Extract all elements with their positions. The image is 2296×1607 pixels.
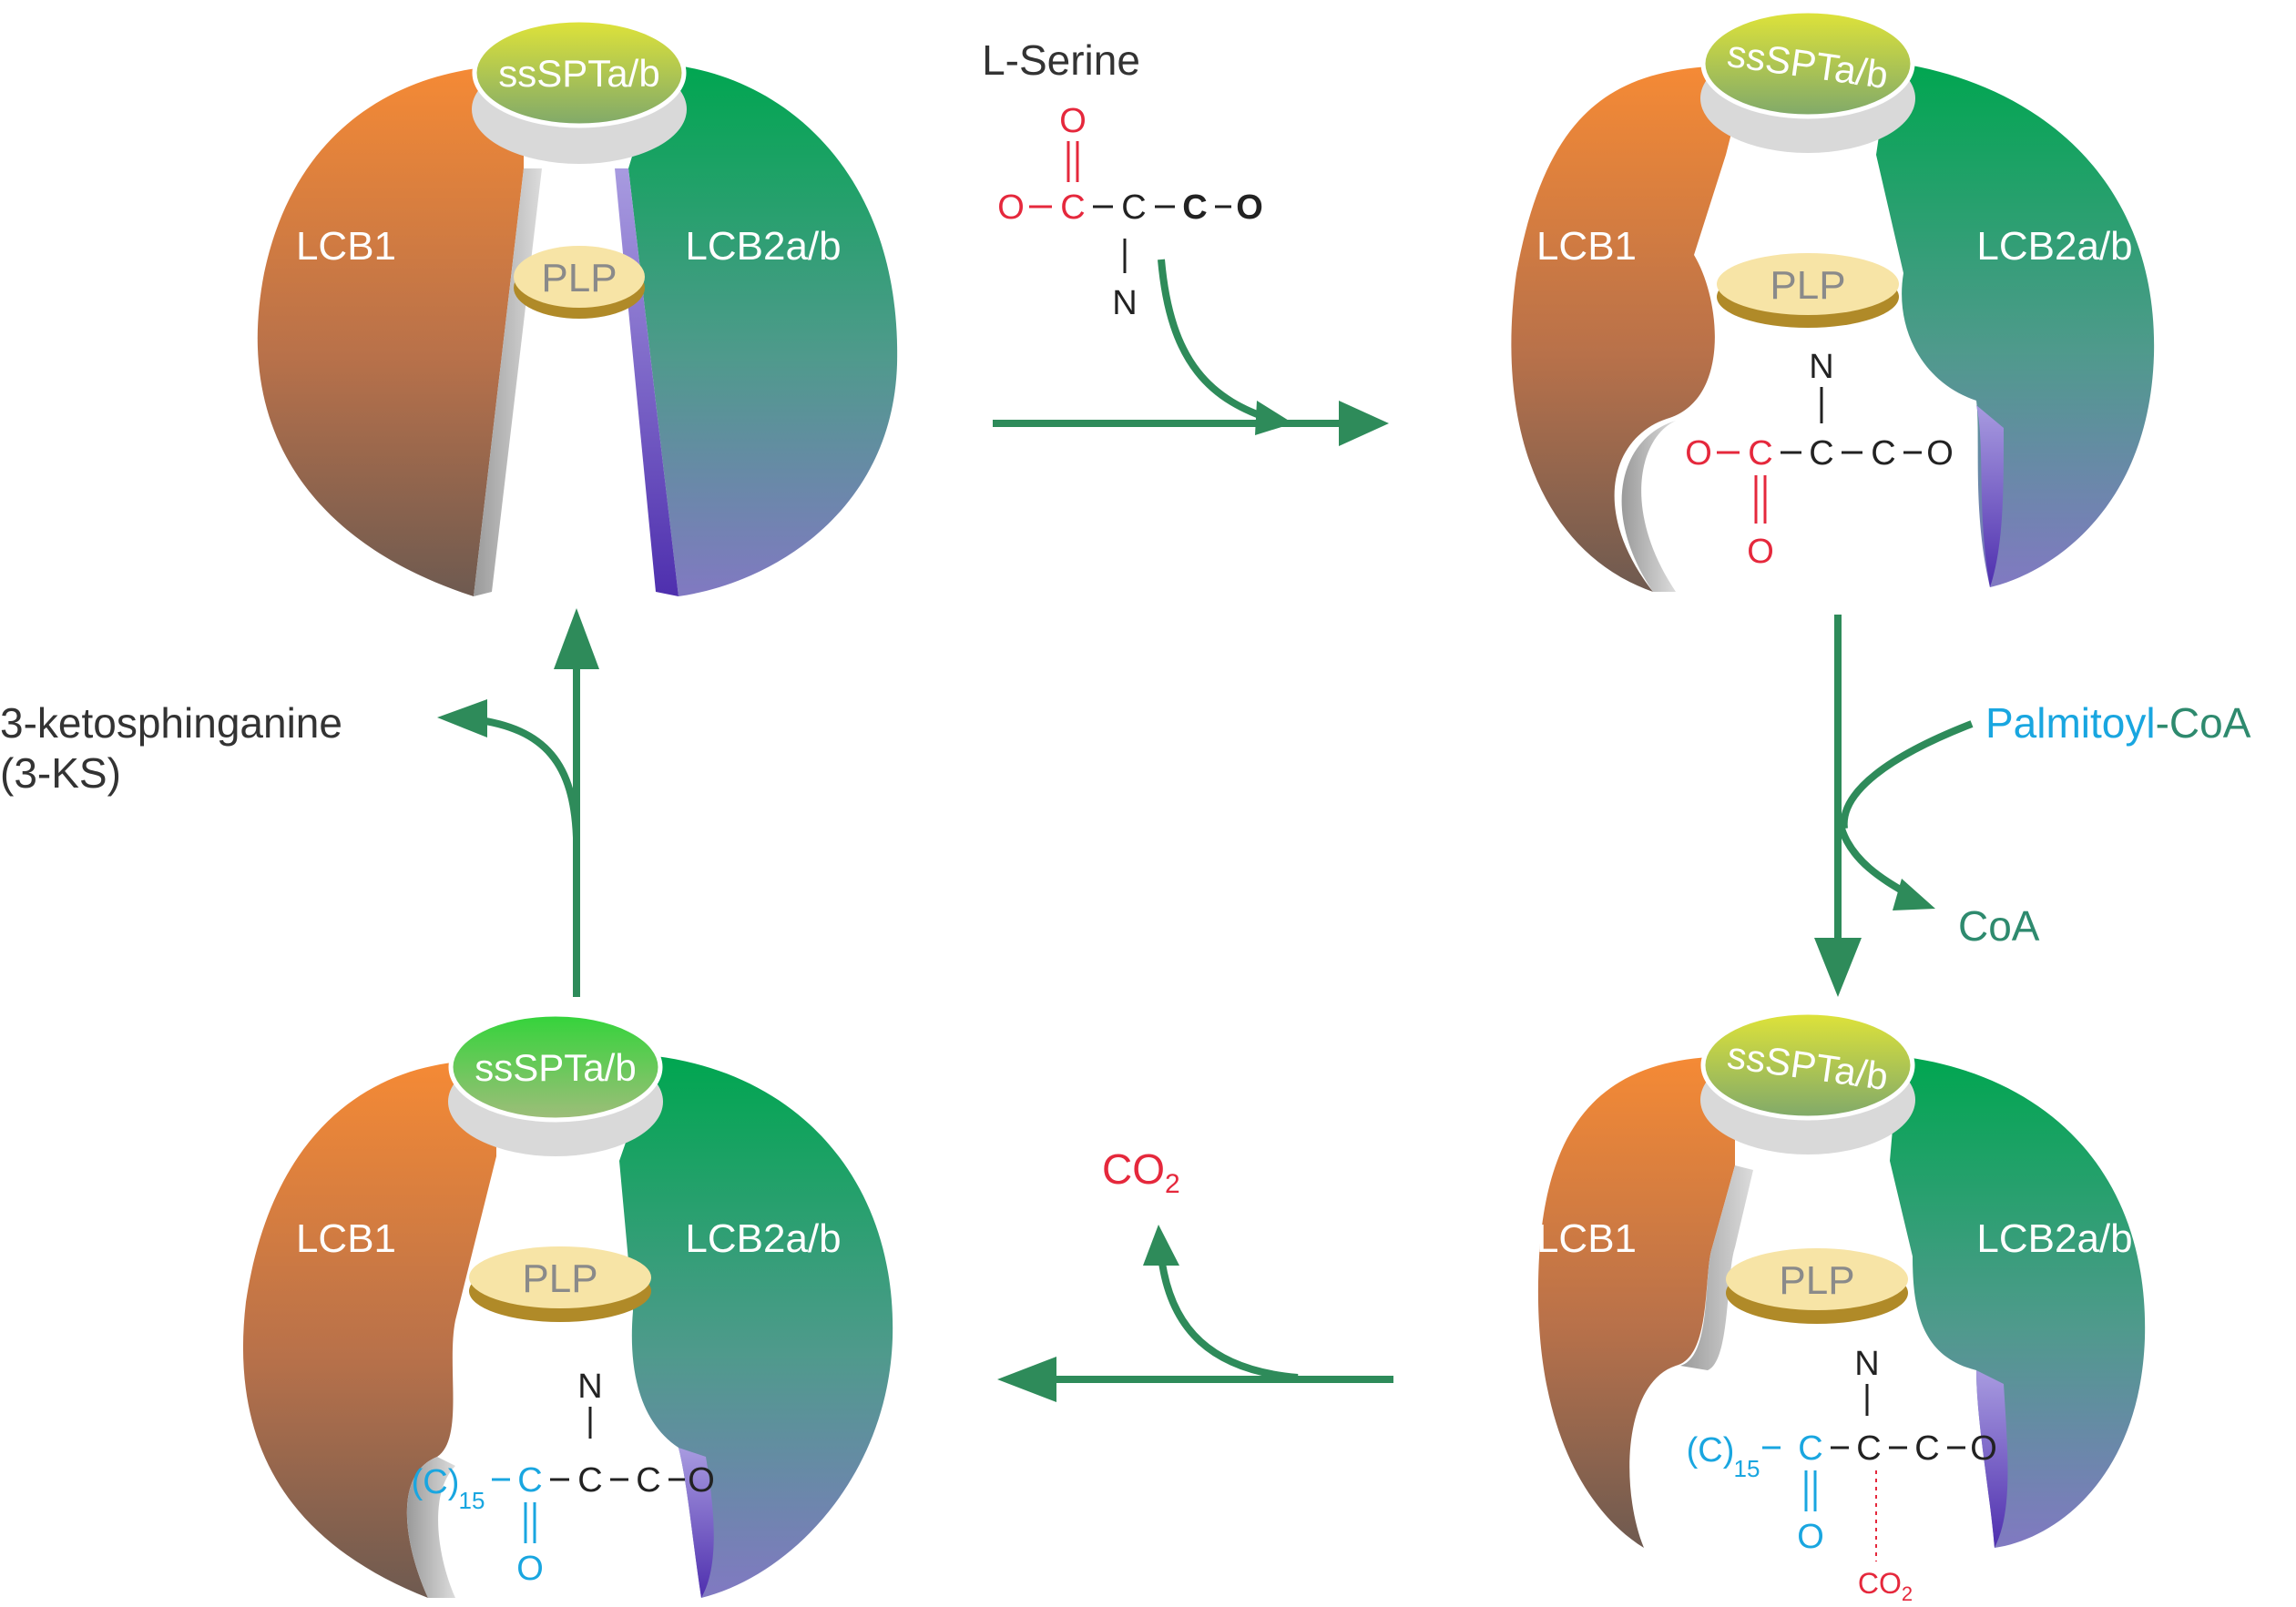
arrow-decarboxylation: CO2	[997, 1145, 1393, 1402]
lcb1-subunit	[1511, 65, 1749, 592]
l-serine-substrate: L-Serine O O C C C O N	[982, 36, 1263, 322]
atom-o-right: O	[1236, 188, 1263, 227]
atom-o-bottom: O	[516, 1550, 544, 1588]
lcb1-subunit	[1537, 1056, 1735, 1548]
enzyme-complex-intermediate: ssSPTa/b PLP LCB1 LCB2a/b N (C) 15 C C C…	[1536, 1010, 2146, 1605]
lcb2-cleft-wall	[1976, 405, 2004, 587]
lcb2-cleft-wall	[679, 1448, 714, 1598]
atom-o-right: O	[1970, 1429, 1997, 1468]
chain-c: (C)	[1687, 1431, 1735, 1470]
lcb1-subunit	[257, 65, 524, 596]
lcb1-label: LCB1	[1536, 1216, 1637, 1261]
co2-leaving: CO2	[1858, 1567, 1913, 1605]
atom-c-alpha: C	[1856, 1429, 1881, 1468]
lcb2-subunit	[1890, 1056, 2146, 1548]
chain-c: (C)	[412, 1463, 460, 1501]
atom-c-carboxyl: C	[636, 1461, 660, 1500]
atom-o-bottom: O	[1747, 533, 1774, 571]
ss-subunit	[472, 17, 687, 128]
lcb2-subunit	[1876, 62, 2155, 587]
atom-n: N	[577, 1368, 602, 1406]
atom-c3: C	[1871, 434, 1895, 473]
atom-o-right: O	[1926, 434, 1954, 473]
lcb1-label: LCB1	[296, 1216, 396, 1261]
3ks-label-line2: (3-KS)	[0, 749, 121, 797]
atom-o-top: O	[1059, 102, 1087, 140]
atom-c-keto: C	[517, 1461, 542, 1500]
atom-c-carboxyl: C	[1914, 1429, 1939, 1468]
atom-n: N	[1809, 348, 1833, 386]
plp-label: PLP	[541, 256, 617, 300]
plp-cofactor	[1717, 253, 1899, 315]
plp-label: PLP	[522, 1256, 597, 1301]
l-serine-label: L-Serine	[982, 36, 1140, 84]
plp-label: PLP	[1779, 1258, 1854, 1303]
ss-subunit	[448, 1012, 663, 1123]
coa-released-label: CoA	[1958, 902, 2040, 950]
ss-subunit	[1700, 8, 1915, 119]
intermediate-structure: N (C) 15 C C C O O CO2	[1687, 1345, 1997, 1605]
atom-c2: C	[1121, 188, 1146, 227]
plp-cofactor	[514, 246, 645, 308]
palmitoyl-coa-label: Palmitoyl-CoA	[1985, 699, 2251, 747]
lcb2-label: LCB2a/b	[685, 1216, 841, 1261]
lcb2-label: LCB2a/b	[1976, 1216, 2132, 1261]
ss-subunit	[1700, 1010, 1915, 1121]
lcb1-label: LCB1	[296, 224, 396, 269]
enzyme-complex-product: ssSPTa/b PLP LCB1 LCB2a/b N (C) 15 C C C…	[242, 1012, 893, 1598]
chain-subscript: 15	[1734, 1455, 1760, 1482]
lcb2-label: LCB2a/b	[1976, 224, 2132, 269]
bound-serine-structure: N O C C C O O	[1685, 348, 1954, 571]
3ks-label-line1: 3-ketosphinganine	[0, 699, 342, 747]
atom-o-right: O	[688, 1461, 715, 1500]
atom-c2: C	[1809, 434, 1833, 473]
atom-c1: C	[1748, 434, 1772, 473]
atom-n: N	[1112, 284, 1137, 322]
atom-c3: C	[1182, 188, 1207, 227]
co2-released-label: CO2	[1102, 1145, 1180, 1199]
product-structure: N (C) 15 C C C O O	[412, 1368, 715, 1588]
lcb1-cleft-wall	[406, 1457, 455, 1598]
lcb2-cleft-wall	[1976, 1370, 2008, 1548]
atom-o-left: O	[1685, 434, 1712, 473]
arrow-serine-binding	[993, 259, 1389, 446]
lcb1-cleft-wall	[1621, 421, 1676, 592]
enzyme-complex-empty: ssSPTa/b PLP LCB1 LCB2a/b	[257, 17, 898, 596]
atom-o-left: O	[997, 188, 1025, 227]
atom-o-bottom: O	[1797, 1518, 1824, 1556]
lcb2-label: LCB2a/b	[685, 224, 841, 269]
ss-label: ssSPTa/b	[498, 52, 659, 95]
plp-label: PLP	[1770, 263, 1845, 308]
plp-cofactor	[1726, 1248, 1908, 1310]
lcb2-subunit	[628, 64, 898, 596]
plp-cofactor	[469, 1246, 651, 1308]
atom-c-keto: C	[1798, 1429, 1822, 1468]
atom-n: N	[1854, 1345, 1879, 1383]
ss-label: ssSPTa/b	[475, 1046, 636, 1089]
lcb2-subunit	[619, 1056, 893, 1598]
lcb1-subunit	[242, 1060, 496, 1598]
atom-c-alpha: C	[577, 1461, 602, 1500]
arrow-product-release: 3-ketosphinganine (3-KS)	[0, 608, 599, 997]
chain-subscript: 15	[459, 1487, 485, 1514]
lcb1-cleft-wall	[1680, 1165, 1753, 1370]
arrow-palmitoyl-condensation: Palmitoyl-CoA CoA	[1814, 615, 2251, 997]
enzyme-complex-serine-bound: ssSPTa/b PLP LCB1 LCB2a/b N O C C C O O	[1511, 8, 2155, 592]
atom-c1: C	[1060, 188, 1085, 227]
lcb1-label: LCB1	[1536, 224, 1637, 269]
